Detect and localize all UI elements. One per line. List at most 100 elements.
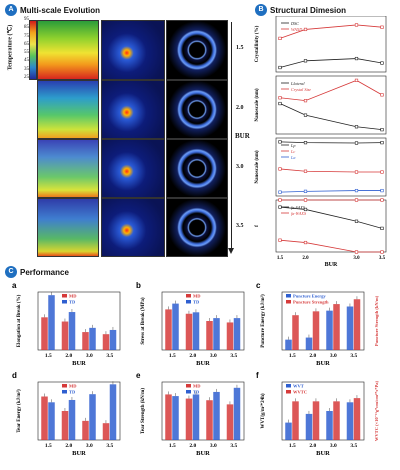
y-axis-label: Nanoscale (nm)	[255, 150, 260, 184]
bar	[89, 327, 96, 350]
x-tick-label: 2.0	[65, 353, 72, 359]
y2-axis-label: WVTC (×10⁻¹³g*cm/cm²*s*Pa)	[374, 380, 379, 441]
bur-value: 3.5	[236, 223, 244, 229]
legend-label: WVT	[293, 384, 304, 389]
bar	[192, 394, 200, 440]
series-line-fa-SAXS	[279, 206, 383, 229]
data-point	[278, 190, 282, 194]
waxs-pattern-3	[166, 139, 228, 198]
bur-value: 2.0	[236, 105, 244, 111]
data-point	[303, 198, 308, 202]
series-line-WAXD	[279, 24, 383, 39]
x-tick-label: 3.5	[379, 256, 386, 261]
y-axis-label: Nanoscale (nm)	[255, 88, 260, 122]
data-point	[380, 141, 384, 145]
data-point	[278, 140, 282, 144]
series-line-Lc	[279, 168, 382, 173]
bar	[89, 394, 96, 440]
y-axis-label: Elongation at Break (%)	[17, 294, 22, 347]
chart-label: e	[136, 371, 141, 380]
data-point	[303, 113, 308, 117]
data-point	[278, 198, 282, 202]
x-tick-label: 2.0	[65, 443, 72, 449]
data-point	[303, 27, 308, 32]
legend-label: Crystal Size	[291, 87, 311, 92]
data-point	[303, 207, 308, 212]
data-point	[354, 125, 359, 129]
x-axis-label: BUR	[316, 450, 330, 457]
saxs-pattern-1	[101, 20, 165, 80]
data-point	[303, 59, 308, 63]
temp-axis-label: Temperature (℃)	[7, 24, 14, 71]
y-axis-label: Tear Strength (kN/m)	[141, 388, 146, 434]
data-point	[380, 198, 384, 202]
legend-swatch	[286, 294, 291, 298]
bar	[102, 423, 110, 440]
data-point	[278, 101, 282, 106]
bar	[172, 396, 179, 440]
data-point	[354, 23, 359, 27]
chart-label: f	[256, 371, 259, 380]
series-line-Llateral	[279, 103, 383, 131]
data-point	[303, 99, 308, 103]
chart-frame	[281, 291, 365, 351]
legend-label: Puncture Energy	[293, 294, 327, 299]
data-point	[278, 205, 282, 209]
data-point	[354, 250, 359, 254]
data-point	[380, 250, 384, 254]
legend-label: WAXD	[291, 27, 302, 32]
bar	[82, 420, 89, 440]
x-axis-label: BUR	[325, 262, 338, 266]
data-point	[303, 240, 308, 245]
saxs-pattern-4	[101, 198, 165, 257]
x-axis-label: BUR	[196, 360, 210, 367]
legend-label: Llateral	[290, 81, 305, 86]
legend-swatch	[186, 294, 191, 298]
temp-tick: 35	[24, 66, 29, 72]
x-tick-label: 3.0	[210, 353, 217, 359]
bar	[206, 321, 213, 350]
x-tick-label: 1.5	[45, 443, 52, 449]
series-line-La	[279, 190, 382, 193]
data-point	[380, 93, 384, 97]
bar	[109, 329, 117, 350]
bar	[109, 384, 117, 440]
x-tick-label: 1.5	[45, 353, 52, 359]
legend-label: MD	[69, 294, 77, 299]
waxs-pattern-4	[166, 198, 228, 257]
legend-swatch	[186, 390, 191, 394]
chart-label: c	[256, 281, 261, 290]
bar	[61, 321, 69, 350]
thermal-image-3	[37, 139, 99, 198]
bar	[185, 313, 193, 350]
legend-swatch	[286, 390, 291, 394]
panel-b-title: Structural Dimesion	[270, 6, 347, 15]
series-line-DSC	[279, 58, 383, 68]
legend-label: fa-WAXS	[291, 211, 307, 216]
data-point	[303, 169, 308, 173]
legend-swatch	[62, 390, 67, 394]
bar	[172, 303, 179, 350]
chart-frame	[161, 291, 245, 351]
bar	[333, 304, 340, 350]
x-tick-label: 2.0	[189, 353, 196, 359]
data-point	[278, 167, 282, 171]
series-line-fa-WAXS	[279, 239, 382, 253]
legend-swatch	[62, 300, 67, 304]
bar	[213, 318, 220, 350]
bar	[326, 310, 333, 350]
temp-tick: 45	[24, 58, 29, 64]
series-line-Lp	[279, 141, 383, 144]
bar	[285, 422, 292, 440]
temp-ticks: 95 85 75 65 55 45 35 25	[17, 17, 29, 81]
bur-arrow-head	[228, 248, 234, 254]
bar	[346, 402, 354, 440]
data-point	[354, 56, 359, 61]
data-point	[354, 141, 359, 145]
chart-label: a	[12, 281, 17, 290]
temp-colorbar	[29, 20, 37, 80]
data-point	[278, 65, 282, 70]
legend-label: MD	[193, 384, 201, 389]
legend-label: TD	[69, 300, 76, 305]
